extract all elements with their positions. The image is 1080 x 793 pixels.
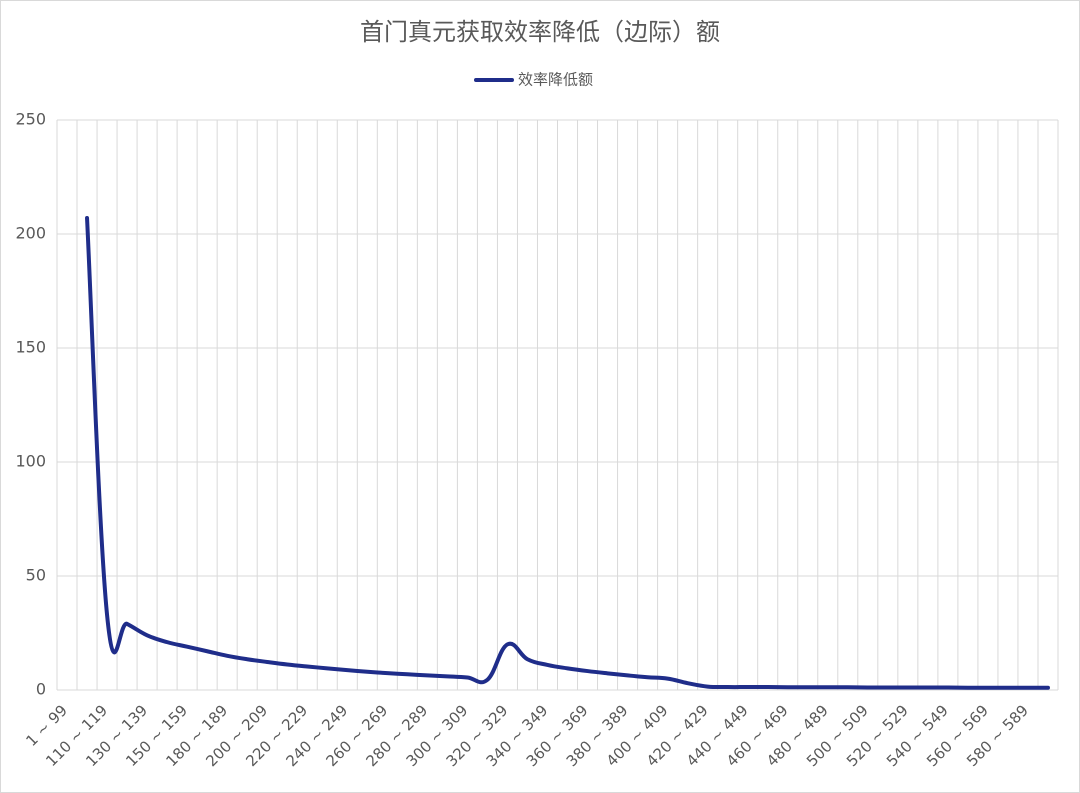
y-tick-label: 100 — [15, 452, 46, 471]
y-tick-label: 200 — [15, 224, 46, 243]
chart-title: 首门真元获取效率降低（边际）额 — [360, 18, 720, 46]
line — [85, 216, 1050, 690]
y-tick-label: 0 — [36, 680, 46, 699]
y-tick-label: 50 — [26, 566, 46, 585]
y-tick-label: 250 — [15, 110, 46, 129]
legend-label: 效率降低额 — [518, 71, 593, 89]
y-tick-label: 150 — [15, 338, 46, 357]
